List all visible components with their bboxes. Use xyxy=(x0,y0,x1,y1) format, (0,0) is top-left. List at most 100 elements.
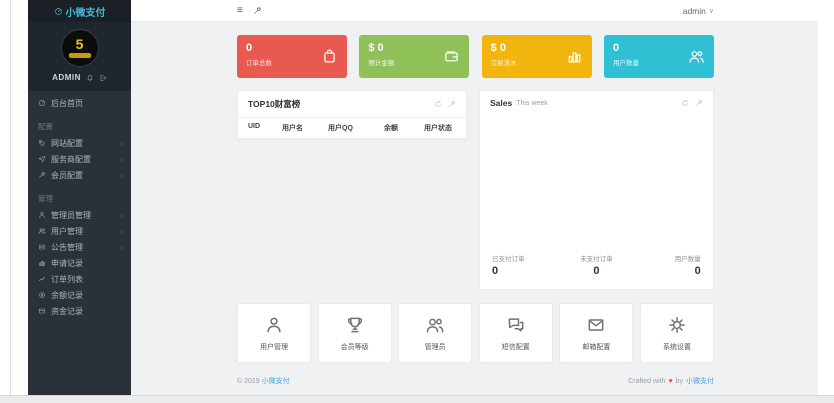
quick-link-member-level[interactable]: 会员等级 xyxy=(317,303,392,363)
sidebar-item-fund-records[interactable]: 资金记录 xyxy=(28,303,131,319)
dashboard-icon xyxy=(38,99,46,107)
chevron-down-icon: ∨ xyxy=(708,7,714,15)
shopping-bag-icon xyxy=(321,48,338,65)
refresh-icon[interactable] xyxy=(681,99,689,107)
sidebar-item-site-config[interactable]: 网站配置 ‹ xyxy=(28,135,131,151)
sidebar: 小微支付 5 ADMIN 后台首页 配置 网站配置 ‹ xyxy=(28,0,131,395)
sidebar-item-home[interactable]: 后台首页 xyxy=(28,95,131,111)
brand-icon xyxy=(54,7,63,16)
bell-icon[interactable] xyxy=(86,74,94,82)
top10-panel: TOP10财富榜 UID 用户名 用户QQ 余额 用户状态 xyxy=(237,90,467,140)
sidebar-item-order-list[interactable]: 订单列表 xyxy=(28,271,131,287)
sales-stat-label: 未支付订单 xyxy=(580,256,613,263)
quick-link-admins[interactable]: 管理员 xyxy=(398,303,473,363)
sidebar-item-provider-config[interactable]: 服务商配置 ‹ xyxy=(28,151,131,167)
sidebar-item-notice-manage[interactable]: 公告管理 ‹ xyxy=(28,239,131,255)
brand-header[interactable]: 小微支付 xyxy=(28,0,131,22)
sidebar-section-manage: 管理 xyxy=(38,194,53,203)
quick-link-sms-config[interactable]: 短信配置 xyxy=(478,303,553,363)
sign-out-icon[interactable] xyxy=(99,74,107,82)
quick-link-label: 会员等级 xyxy=(340,343,369,351)
quick-link-label: 短信配置 xyxy=(501,343,530,351)
sidebar-item-balance-records[interactable]: 余额记录 xyxy=(28,287,131,303)
stat-card-orders[interactable]: 0 订单总数 xyxy=(237,35,347,78)
sidebar-section-config: 配置 xyxy=(38,122,53,131)
stat-card-expected-amount[interactable]: $ 0 预计金额 xyxy=(359,35,470,78)
sales-title: Sales xyxy=(490,98,513,108)
sidebar-item-label: 公告管理 xyxy=(51,242,83,252)
chevron-left-icon: ‹ xyxy=(120,242,123,252)
person-icon xyxy=(38,211,46,219)
avatar[interactable]: 5 xyxy=(60,29,99,67)
sales-stat-value: 0 xyxy=(593,265,600,277)
sidebar-menu: 后台首页 配置 网站配置 ‹ 服务商配置 ‹ 会员配置 ‹ 管理 管理员管理 xyxy=(28,91,131,395)
sidebar-item-label: 资金记录 xyxy=(51,306,83,316)
coin-icon xyxy=(38,291,46,299)
sidebar-item-user-manage[interactable]: 用户管理 ‹ xyxy=(28,223,131,239)
hamburger-icon[interactable]: ≡ xyxy=(237,4,243,16)
sales-stat-paid: 已支付订单 0 xyxy=(492,253,562,277)
stat-label: 订单总数 xyxy=(246,60,272,67)
avatar-badge: 5 xyxy=(75,36,84,52)
id-card-icon xyxy=(38,243,46,251)
stat-card-turnover[interactable]: $ 0 交易流水 xyxy=(481,35,592,78)
line-chart-icon xyxy=(38,275,46,283)
chevron-left-icon: ‹ xyxy=(120,210,123,220)
copyright-year: © 2019 xyxy=(237,378,260,385)
copyright-text: © 2019 小微支付 xyxy=(237,376,290,386)
stat-label: 交易流水 xyxy=(490,60,517,67)
column-header-uid: UID xyxy=(248,123,261,130)
wallet-icon xyxy=(443,48,460,65)
column-header-status: 用户状态 xyxy=(424,125,452,132)
bar-chart-icon xyxy=(38,259,46,267)
stat-card-users[interactable]: 0 用户数量 xyxy=(603,35,714,78)
quick-link-system-settings[interactable]: 系统设置 xyxy=(639,303,714,363)
sidebar-item-label: 会员配置 xyxy=(51,170,83,180)
main-area: ≡ admin ∨ 0 订单总数 $ 0 预计金额 xyxy=(131,0,818,395)
bottom-scrollbar-track[interactable] xyxy=(0,395,834,403)
stats-row: 0 订单总数 $ 0 预计金额 $ 0 交易流水 0 用户数量 xyxy=(237,35,714,78)
chevron-left-icon: ‹ xyxy=(120,226,123,236)
envelope-icon xyxy=(586,315,606,335)
stat-label: 用户数量 xyxy=(612,60,639,67)
avatar-band xyxy=(68,53,91,58)
column-header-username: 用户名 xyxy=(282,125,303,132)
stat-value: 0 xyxy=(612,42,620,54)
bar-chart-icon xyxy=(566,48,583,65)
sidebar-item-label: 用户管理 xyxy=(51,226,83,236)
chevron-left-icon: ‹ xyxy=(120,170,123,180)
crafted-text: Crafted with xyxy=(628,377,666,385)
footer-brand-link[interactable]: 小微支付 xyxy=(686,378,714,385)
quick-link-email-config[interactable]: 邮箱配置 xyxy=(559,303,634,363)
wrench-icon[interactable] xyxy=(448,100,456,108)
sales-stat-label: 已支付订单 xyxy=(492,256,525,263)
wrench-icon[interactable] xyxy=(253,6,262,15)
refresh-icon[interactable] xyxy=(434,100,442,108)
frame-left-line xyxy=(10,0,11,395)
stat-value: 0 xyxy=(246,42,253,54)
sidebar-item-label: 管理员管理 xyxy=(51,210,91,220)
footer-brand-link[interactable]: 小微支付 xyxy=(261,378,290,385)
users-icon xyxy=(38,227,46,235)
sidebar-item-label: 申请记录 xyxy=(51,258,83,268)
user-dropdown[interactable]: admin ∨ xyxy=(683,6,714,16)
wrench-icon xyxy=(38,171,46,179)
profile-block: 5 ADMIN xyxy=(28,22,131,91)
sidebar-item-member-config[interactable]: 会员配置 ‹ xyxy=(28,167,131,183)
gear-icon xyxy=(667,315,687,335)
users-icon xyxy=(425,315,445,335)
sales-stat-value: 0 xyxy=(492,265,499,277)
sidebar-item-label: 余额记录 xyxy=(51,290,83,300)
stat-label: 预计金额 xyxy=(368,60,395,67)
sidebar-item-label: 网站配置 xyxy=(51,138,83,148)
sidebar-item-admin-manage[interactable]: 管理员管理 ‹ xyxy=(28,207,131,223)
column-header-qq: 用户QQ xyxy=(328,125,353,132)
sales-panel: Sales This week 已支付订单 0 xyxy=(479,90,714,290)
wrench-icon[interactable] xyxy=(695,99,703,107)
quick-link-user-manage[interactable]: 用户管理 xyxy=(237,303,311,363)
quick-link-label: 管理员 xyxy=(424,343,446,351)
column-header-balance: 余额 xyxy=(384,125,398,132)
sidebar-item-apply-records[interactable]: 申请记录 xyxy=(28,255,131,271)
top10-table-header: UID 用户名 用户QQ 余额 用户状态 xyxy=(238,117,466,139)
person-icon xyxy=(264,315,284,335)
